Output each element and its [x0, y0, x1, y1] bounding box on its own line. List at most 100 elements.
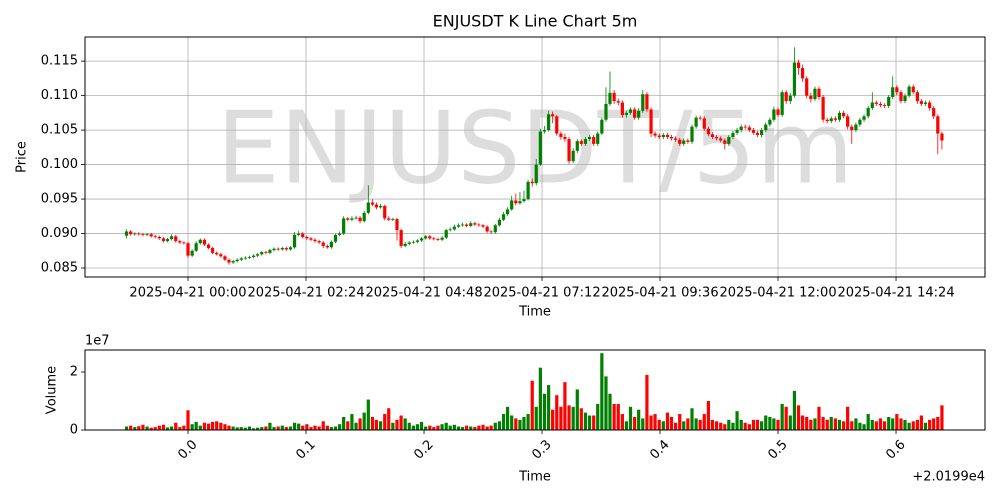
candle-body: [378, 205, 383, 208]
candle-body: [514, 200, 518, 204]
volume-y-axis-label: Volume: [45, 366, 60, 414]
candle-body: [755, 132, 760, 135]
volume-bar: [903, 419, 907, 430]
volume-bar: [342, 416, 346, 430]
volume-bar: [366, 399, 370, 430]
candle-body: [792, 62, 797, 96]
volume-bar: [690, 408, 694, 430]
candle-body: [866, 108, 870, 117]
candle-body: [215, 252, 219, 255]
candle-body: [923, 102, 928, 104]
candle-body: [133, 233, 137, 235]
volume-bar: [419, 421, 424, 430]
candle-body: [432, 238, 436, 240]
volume-bar: [456, 426, 461, 430]
candle-body: [682, 140, 686, 144]
candle-body: [243, 257, 247, 259]
volume-bar: [219, 422, 223, 430]
volume-bar: [182, 425, 186, 430]
candle-body: [743, 126, 747, 128]
candle-body: [297, 233, 301, 235]
candle-body: [415, 240, 420, 242]
volume-bar: [231, 426, 235, 430]
y-tick-label: 0.095: [41, 192, 78, 207]
watermark: ENJUSDT/5m: [217, 89, 854, 206]
candle-body: [587, 137, 592, 140]
candle-body: [178, 241, 182, 243]
volume-bar: [657, 419, 661, 430]
candle-body: [210, 248, 215, 253]
volume-bar: [256, 427, 260, 430]
volume-bar: [858, 422, 862, 430]
candle-body: [239, 258, 243, 260]
candle-body: [862, 116, 866, 120]
candle-body: [137, 233, 141, 235]
candle-body: [940, 133, 944, 141]
candle-body: [227, 259, 231, 263]
candle-body: [272, 248, 276, 251]
volume-bar: [547, 385, 551, 430]
volume-bar: [137, 426, 141, 430]
candle-body: [383, 205, 387, 219]
candle-body: [477, 224, 481, 226]
candle-body: [391, 219, 395, 220]
candle-body: [592, 137, 596, 144]
volume-bar: [338, 424, 342, 430]
candle-body: [895, 87, 899, 93]
candle-body: [501, 214, 506, 220]
volume-bar: [887, 416, 891, 430]
volume-bar: [407, 422, 411, 430]
candle-body: [612, 92, 616, 102]
candle-body: [772, 109, 776, 120]
volume-bar: [346, 421, 350, 430]
y-tick-label: 0.105: [41, 123, 78, 138]
candle-body: [460, 224, 465, 226]
volume-bar: [788, 415, 792, 430]
candle-body: [616, 101, 620, 103]
volume-bar: [399, 415, 403, 430]
volume-bar: [198, 425, 202, 430]
candle-body: [858, 119, 862, 125]
volume-bar: [583, 412, 588, 430]
volume-bar: [297, 423, 301, 430]
volume-bar: [669, 416, 674, 430]
y-tick-label: 0.090: [41, 226, 78, 241]
candle-body: [403, 243, 407, 246]
candle-body: [796, 62, 801, 69]
candle-body: [256, 254, 260, 256]
candle-body: [702, 118, 706, 129]
volume-bar: [772, 418, 776, 430]
candle-body: [727, 137, 731, 144]
candle-body: [469, 223, 473, 226]
volume-bar: [292, 422, 297, 430]
volume-bar: [280, 425, 284, 430]
volume-bar: [170, 426, 174, 430]
volume-bar: [600, 353, 604, 430]
candle-body: [887, 97, 891, 106]
x-tick-label: 0.0: [175, 437, 200, 462]
volume-bar: [436, 425, 440, 430]
candle-body: [747, 127, 751, 131]
volume-bar: [882, 421, 887, 430]
volume-bar: [764, 415, 768, 430]
volume-bar: [469, 426, 473, 430]
volume-bar: [313, 425, 317, 430]
volume-bar: [174, 422, 178, 430]
volume-bar: [874, 421, 878, 430]
volume-bar: [587, 415, 592, 430]
candle-body: [448, 229, 452, 231]
candle-body: [547, 114, 551, 131]
candle-body: [157, 237, 161, 239]
volume-bar: [215, 421, 219, 430]
volume-bar: [473, 427, 477, 430]
volume-bar: [628, 406, 633, 430]
candle-body: [608, 92, 612, 104]
candle-body: [710, 134, 715, 137]
volume-bar: [514, 418, 518, 430]
candle-body: [842, 112, 846, 117]
volume-bar: [596, 403, 600, 430]
candle-body: [260, 252, 264, 255]
volume-bar: [526, 414, 530, 430]
x-tick-label: 2025-04-21 14:24: [837, 286, 954, 301]
volume-bar: [358, 418, 362, 430]
